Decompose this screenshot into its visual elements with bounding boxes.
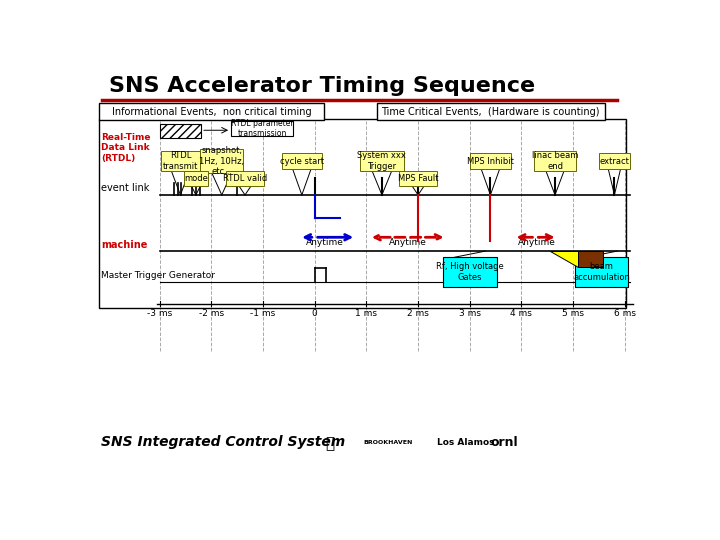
FancyBboxPatch shape <box>399 171 437 186</box>
FancyBboxPatch shape <box>534 151 575 171</box>
Text: cycle start: cycle start <box>280 157 324 166</box>
FancyBboxPatch shape <box>184 171 208 186</box>
Text: RTDL
transmit: RTDL transmit <box>163 151 198 171</box>
FancyBboxPatch shape <box>200 149 243 173</box>
Text: 4 ms: 4 ms <box>510 309 532 318</box>
Bar <box>231 121 293 137</box>
Bar <box>99 103 324 120</box>
Text: ornl: ornl <box>491 436 518 449</box>
Text: RTDL valid: RTDL valid <box>223 174 267 183</box>
Text: 1 ms: 1 ms <box>356 309 377 318</box>
Text: RTDL parameter
transmission: RTDL parameter transmission <box>230 119 293 138</box>
Text: beam
accumulation: beam accumulation <box>573 262 630 282</box>
Bar <box>99 119 626 308</box>
FancyBboxPatch shape <box>360 151 404 171</box>
Text: 6 ms: 6 ms <box>613 309 636 318</box>
FancyBboxPatch shape <box>598 153 630 169</box>
Text: MPS Fault: MPS Fault <box>398 174 438 183</box>
FancyBboxPatch shape <box>282 153 322 169</box>
Text: Master Trigger Generator: Master Trigger Generator <box>101 272 215 280</box>
Text: mode: mode <box>184 174 208 183</box>
Text: Ⓐ: Ⓐ <box>325 436 335 451</box>
Bar <box>443 257 497 287</box>
Text: -2 ms: -2 ms <box>199 309 224 318</box>
Text: BROOKHAVEN: BROOKHAVEN <box>364 440 413 444</box>
Text: System xxx
Trigger: System xxx Trigger <box>357 151 406 171</box>
Text: linac beam
end: linac beam end <box>532 151 578 171</box>
Text: 2 ms: 2 ms <box>407 309 429 318</box>
Text: 3 ms: 3 ms <box>459 309 481 318</box>
Text: Anytime: Anytime <box>518 238 556 247</box>
FancyBboxPatch shape <box>161 151 200 171</box>
Bar <box>377 103 606 120</box>
Text: Anytime: Anytime <box>389 238 427 247</box>
Bar <box>160 124 201 138</box>
Text: Time Critical Events,  (Hardware is counting): Time Critical Events, (Hardware is count… <box>382 107 600 117</box>
FancyBboxPatch shape <box>470 153 511 169</box>
Bar <box>578 251 603 267</box>
Text: Real-Time
Data Link
(RTDL): Real-Time Data Link (RTDL) <box>101 133 150 163</box>
Text: machine: machine <box>101 240 147 249</box>
Text: Rf, High voltage
Gates: Rf, High voltage Gates <box>436 262 503 282</box>
Text: event link: event link <box>101 184 149 193</box>
FancyBboxPatch shape <box>226 171 264 186</box>
Text: SNS Integrated Control System: SNS Integrated Control System <box>101 435 345 449</box>
Text: 0: 0 <box>312 309 318 318</box>
Text: SNS Accelerator Timing Sequence: SNS Accelerator Timing Sequence <box>109 76 536 96</box>
Bar <box>575 257 628 287</box>
Text: snapshot,
1Hz, 10Hz,
etc...: snapshot, 1Hz, 10Hz, etc... <box>199 146 244 176</box>
Text: -3 ms: -3 ms <box>147 309 172 318</box>
Text: -1 ms: -1 ms <box>251 309 276 318</box>
Text: Anytime: Anytime <box>306 238 344 247</box>
Text: 5 ms: 5 ms <box>562 309 584 318</box>
Text: MPS Inhibit: MPS Inhibit <box>467 157 514 166</box>
Text: extract: extract <box>600 157 629 166</box>
Polygon shape <box>550 251 578 267</box>
Text: Los Alamos: Los Alamos <box>437 437 495 447</box>
Text: Informational Events,  non critical timing: Informational Events, non critical timin… <box>112 107 312 117</box>
